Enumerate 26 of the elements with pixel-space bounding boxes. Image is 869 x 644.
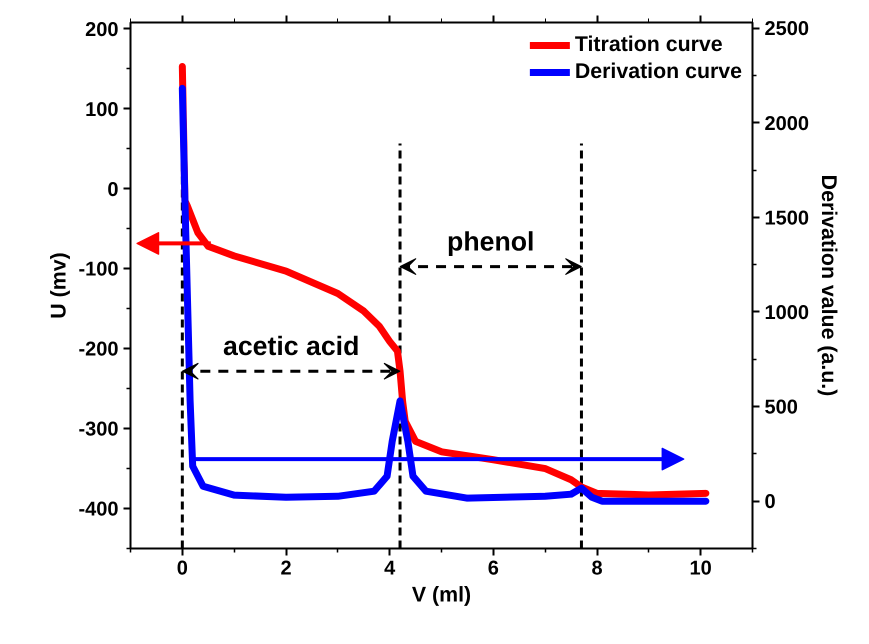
y-tick-label: 100: [85, 98, 119, 121]
y-tick-label: -400: [78, 498, 118, 521]
y-tick-label: -100: [78, 258, 118, 281]
x-tick-label: 4: [384, 558, 396, 580]
x-tick-label: 8: [591, 558, 603, 580]
x-tick-label: 6: [488, 558, 499, 580]
y2-tick-label: 2500: [764, 18, 809, 40]
x-axis-title: V (ml): [412, 582, 472, 606]
y2-tick-label: 0: [764, 491, 776, 514]
y-tick-label: -300: [78, 418, 118, 441]
y-tick-label: -200: [78, 338, 118, 361]
y2-tick-label: 1000: [764, 302, 809, 324]
legend-label: Derivation curve: [574, 59, 742, 84]
x-tick-label: 0: [176, 558, 188, 580]
y-axis-title: U (mv): [46, 252, 70, 319]
annotation: phenol: [447, 226, 534, 257]
legend-label: Titration curve: [574, 32, 723, 57]
y-tick-label: 200: [85, 18, 119, 41]
y-tick-label: 0: [107, 178, 118, 201]
y2-tick-label: 1500: [764, 207, 809, 230]
x-tick-label: 10: [690, 558, 712, 580]
y2-tick-label: 2000: [764, 112, 809, 135]
annotation: acetic acid: [223, 331, 360, 362]
y2-tick-label: 500: [764, 396, 798, 419]
x-tick-label: 2: [280, 558, 292, 580]
y2-axis-title: Derivation value (a.u.): [816, 174, 841, 396]
